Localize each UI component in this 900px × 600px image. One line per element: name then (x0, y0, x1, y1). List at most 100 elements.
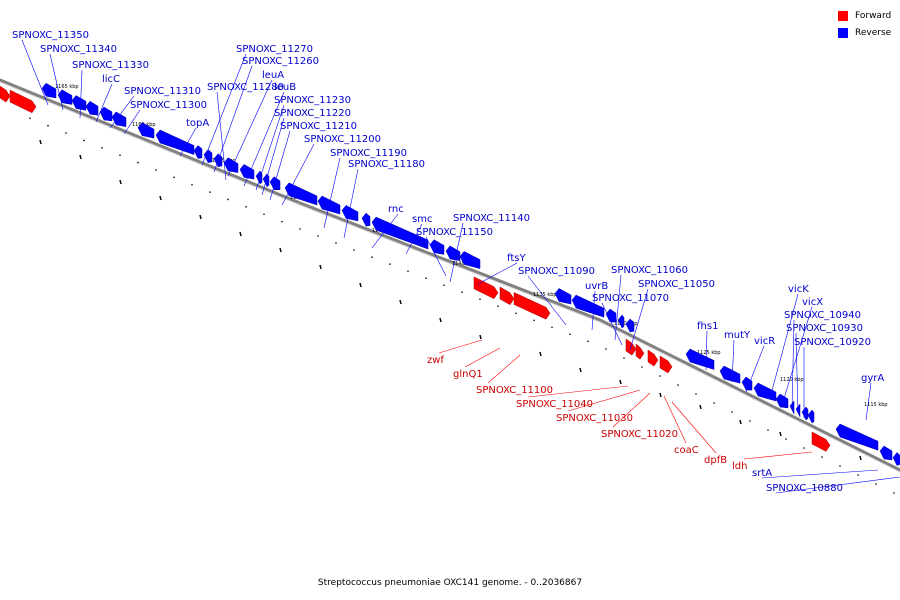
gene-label-spnoxc-11280: SPNOXC_11280 (207, 82, 284, 93)
leader-line (761, 469, 879, 479)
scale-dot (731, 411, 733, 413)
leader-line (243, 91, 285, 187)
minor-tick-mark (699, 404, 702, 410)
scale-dot (83, 139, 85, 142)
scale-dot (281, 220, 283, 223)
scale-dot (101, 147, 103, 149)
gene-label-ldh: ldh (732, 461, 747, 472)
scale-dot (551, 326, 553, 329)
scale-dot (299, 228, 301, 230)
scale-dot (515, 312, 517, 315)
gene-label-spnoxc-11100: SPNOXC_11100 (476, 385, 553, 396)
genome-backbone-highlight (0, 81, 900, 473)
reverse-gene-arrow (879, 445, 893, 461)
leader-line (261, 117, 285, 196)
minor-tick-mark (279, 247, 282, 253)
reverse-gene-arrow (41, 82, 57, 99)
leader-line (343, 168, 359, 239)
scale-dot (695, 393, 697, 395)
reverse-gene-arrow (892, 452, 900, 466)
leader-line (781, 306, 813, 406)
tick-label: 1120 kbp (780, 377, 804, 383)
leader-line (527, 275, 567, 326)
reverse-gene-arrow (193, 145, 203, 159)
scale-dot (137, 161, 139, 164)
genome-backbone (0, 78, 900, 472)
scale-dot (749, 420, 751, 422)
reverse-gene-arrow (99, 106, 113, 122)
legend: Forward Reverse (838, 9, 891, 43)
reverse-gene-arrow (625, 318, 635, 333)
minor-tick-mark (439, 317, 442, 323)
scale-dot (335, 242, 337, 244)
scale-dot (317, 235, 319, 237)
tick-label: 1135 kbp (533, 292, 557, 298)
scale-dot (641, 366, 643, 368)
scale-dot (659, 375, 661, 377)
scale-dot (263, 213, 265, 216)
gene-label-uvrb: uvrB (585, 281, 608, 292)
leader-line (791, 319, 795, 411)
scale-dot (713, 402, 715, 404)
scale-dot (443, 284, 445, 286)
leader-line (614, 274, 622, 341)
scale-dot (29, 117, 31, 120)
scale-dot (623, 357, 625, 359)
forward-gene-arrow (513, 292, 551, 320)
leader-line (477, 262, 518, 285)
leader-line (663, 395, 687, 444)
leader-line (769, 293, 799, 399)
gene-label-leub: leuB (274, 82, 296, 93)
minor-tick-mark (199, 214, 202, 220)
minor-tick-mark (359, 282, 362, 288)
leader-line (527, 385, 629, 398)
gene-label-spnoxc-11210: SPNOXC_11210 (280, 121, 357, 132)
gene-label-dpfb: dpfB (704, 455, 727, 466)
scale-dot (155, 169, 157, 171)
gene-label-spnoxc-11070: SPNOXC_11070 (592, 293, 669, 304)
genome-caption: Streptococcus pneumoniae OXC141 genome. … (317, 578, 583, 588)
leader-line (201, 53, 247, 166)
gene-label-rnc: rnc (388, 204, 404, 215)
scale-dot (47, 124, 49, 127)
scale-dot (479, 298, 481, 301)
minor-tick-mark (479, 334, 482, 340)
gene-label-spnoxc-11230: SPNOXC_11230 (274, 95, 351, 106)
gene-label-spnoxc-10940: SPNOXC_10940 (784, 310, 861, 321)
legend-item-forward: Forward (838, 9, 891, 23)
leader-line (255, 104, 285, 191)
gene-label-zwf: zwf (427, 355, 444, 366)
reverse-gene-arrow (741, 376, 753, 391)
gene-label-coac: coaC (674, 445, 699, 456)
scale-dot (533, 319, 535, 322)
gene-label-spnoxc-11300: SPNOXC_11300 (130, 100, 207, 111)
forward-gene-arrow (499, 286, 515, 306)
gene-label-spnoxc-11060: SPNOXC_11060 (611, 265, 688, 276)
scale-dot (803, 447, 805, 449)
scale-dot (245, 206, 247, 208)
leader-line (438, 339, 483, 354)
gene-label-spnoxc-11190: SPNOXC_11190 (330, 148, 407, 159)
leader-line (213, 65, 253, 173)
leader-line (671, 401, 717, 454)
leader-line (795, 332, 799, 414)
gene-label-topa: topA (186, 118, 209, 129)
reverse-gene-arrow (835, 423, 879, 451)
gene-label-smc: smc (412, 214, 432, 225)
legend-item-reverse: Reverse (838, 26, 891, 40)
scale-dot (119, 154, 121, 156)
gene-label-spnoxc-10880: SPNOXC_10880 (766, 483, 843, 494)
gene-label-spnoxc-11040: SPNOXC_11040 (516, 399, 593, 410)
forward-gene-arrow (635, 343, 645, 360)
scale-dot (569, 333, 571, 336)
scale-dot (425, 277, 427, 279)
minor-tick-mark (319, 264, 322, 270)
scale-dot (209, 191, 211, 193)
forward-gene-arrow (659, 355, 673, 374)
leader-line (743, 451, 813, 460)
scale-dot (191, 183, 193, 186)
minor-tick-mark (659, 392, 662, 398)
reverse-gene-arrow (617, 314, 625, 329)
reverse-gene-arrow (361, 212, 371, 227)
reverse-gene-arrow (801, 406, 809, 421)
